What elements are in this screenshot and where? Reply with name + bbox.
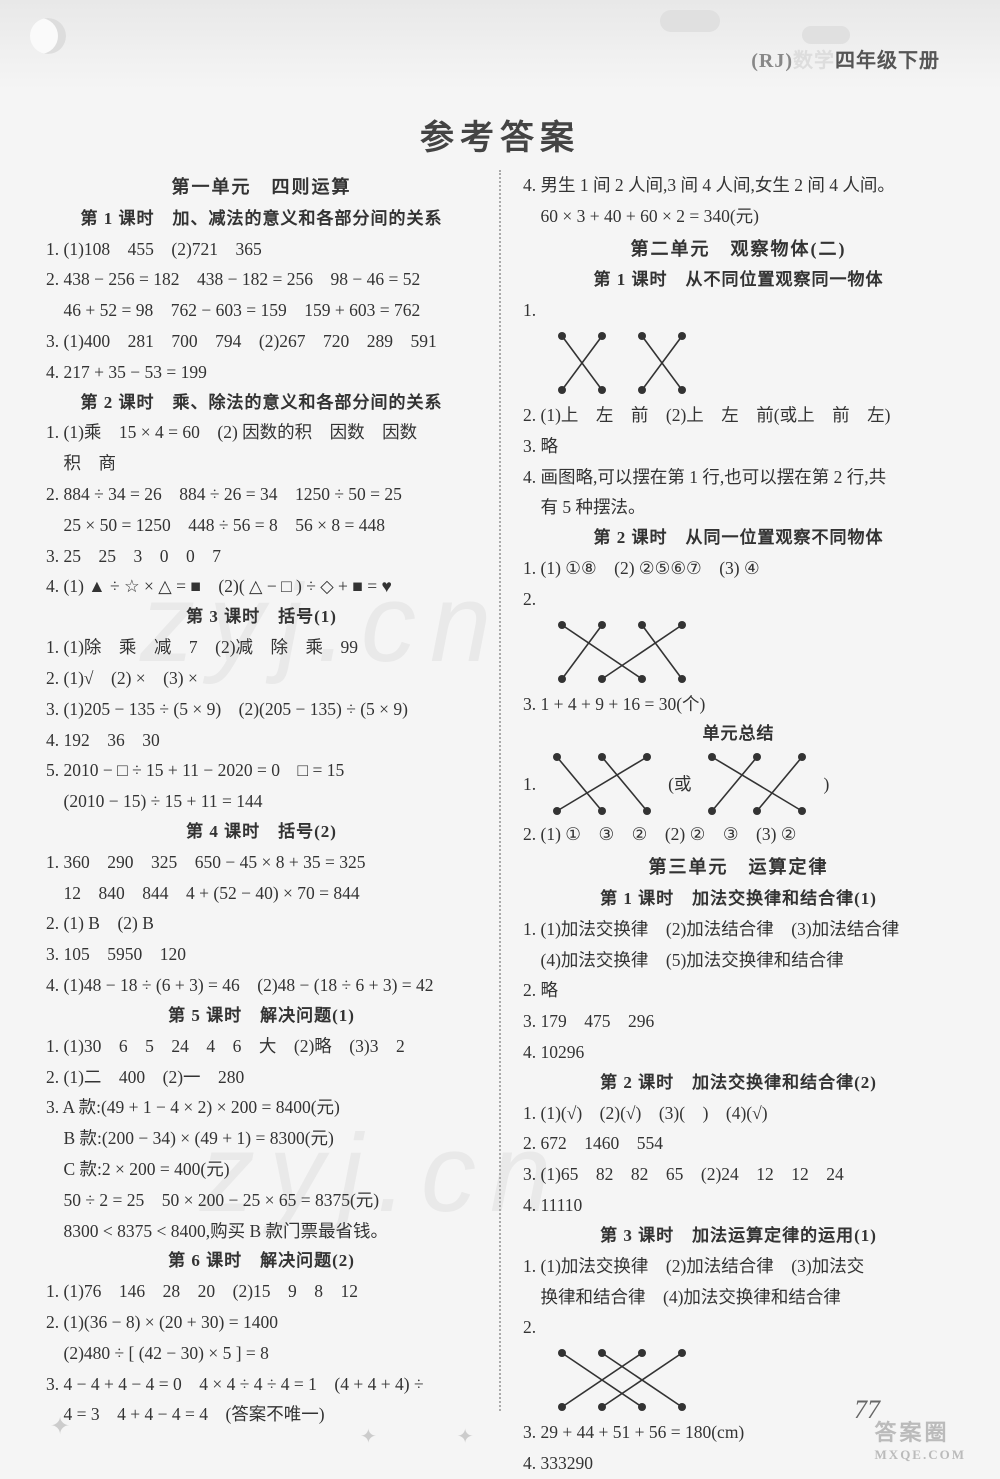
- star-icon: ✦: [50, 1412, 70, 1441]
- matching-diagram: [542, 749, 662, 819]
- answer-line: 8300 < 8375 < 8400,购买 B 款门票最省钱。: [46, 1216, 477, 1247]
- answer-line: 4. 画图略,可以摆在第 1 行,也可以摆在第 2 行,共: [523, 462, 954, 493]
- answer-line: 2. 884 ÷ 34 = 26 884 ÷ 26 = 34 1250 ÷ 50…: [46, 479, 477, 510]
- answer-line: 3. A 款:(49 + 1 − 4 × 2) × 200 = 8400(元): [46, 1092, 477, 1123]
- answer-line: 1. (1)加法交换律 (2)加法结合律 (3)加法结合律: [523, 914, 954, 945]
- lesson-title: 第 6 课时 解决问题(2): [46, 1246, 477, 1276]
- lesson-title: 第 5 课时 解决问题(1): [46, 1001, 477, 1031]
- answer-line: 2. 438 − 256 = 182 438 − 182 = 256 98 − …: [46, 264, 477, 295]
- matching-diagram: [547, 328, 697, 398]
- answer-line: 1. 360 290 325 650 − 45 × 8 + 35 = 325: [46, 847, 477, 878]
- answer-line: B 款:(200 − 34) × (49 + 1) = 8300(元): [46, 1123, 477, 1154]
- answer-line: 12 840 844 4 + (52 − 40) × 70 = 844: [46, 878, 477, 909]
- lesson-title: 第 1 课时 从不同位置观察同一物体: [523, 265, 954, 295]
- answer-line: 3. 105 5950 120: [46, 939, 477, 970]
- answer-line: 1. (1)76 146 28 20 (2)15 9 8 12: [46, 1276, 477, 1307]
- answer-line: 3. (1)65 82 82 65 (2)24 12 12 24: [523, 1159, 954, 1190]
- answer-line: 2. 672 1460 554: [523, 1128, 954, 1159]
- answer-line: 4. 男生 1 间 2 人间,3 间 4 人间,女生 2 间 4 人间。: [523, 170, 954, 201]
- grade-prefix: (RJ): [751, 50, 793, 72]
- answer-line: 3. 25 25 3 0 0 7: [46, 541, 477, 572]
- lesson-title: 第 2 课时 乘、除法的意义和各部分间的关系: [46, 388, 477, 418]
- answer-line: (2010 − 15) ÷ 15 + 11 = 144: [46, 786, 477, 817]
- left-column: 第一单元 四则运算 第 1 课时 加、减法的意义和各部分间的关系 1. (1)1…: [46, 170, 477, 1411]
- column-divider: [499, 170, 501, 1411]
- footer-site-text: MXQE.COM: [875, 1447, 966, 1463]
- page-title: 参考答案: [0, 110, 1000, 159]
- answer-line: 2. (1)(36 − 8) × (20 + 30) = 1400: [46, 1307, 477, 1338]
- answer-line: 25 × 50 = 1250 448 ÷ 56 = 8 56 × 8 = 448: [46, 510, 477, 541]
- answer-line: 2. (1)上 左 前 (2)上 左 前(或上 前 左): [523, 400, 954, 431]
- answer-line: 4. (1) ▲ ÷ ☆ × △ = ■ (2)( △ − □ ) ÷ ◇ + …: [46, 571, 477, 602]
- answer-line: 3. (1)205 − 135 ÷ (5 × 9) (2)(205 − 135)…: [46, 694, 477, 725]
- answer-line: 46 + 52 = 98 762 − 603 = 159 159 + 603 =…: [46, 295, 477, 326]
- sparkle-icon: ✦ ✦: [360, 1420, 504, 1449]
- answer-line: 4. 217 + 35 − 53 = 199: [46, 357, 477, 388]
- lesson-title: 第 4 课时 括号(2): [46, 817, 477, 847]
- unit-title: 第二单元 观察物体(二): [523, 234, 954, 266]
- answer-line: 3. 略: [523, 431, 954, 462]
- cloud-icon: [802, 26, 850, 44]
- answer-line: 3. 179 475 296: [523, 1006, 954, 1037]
- answer-line: 5. 2010 − □ ÷ 15 + 11 − 2020 = 0 □ = 15: [46, 755, 477, 786]
- answer-line: 2. (1) B (2) B: [46, 908, 477, 939]
- answer-line: 3. 4 − 4 + 4 − 4 = 0 4 × 4 ÷ 4 ÷ 4 = 1 (…: [46, 1369, 477, 1400]
- answer-line: 60 × 3 + 40 + 60 × 2 = 340(元): [523, 201, 954, 232]
- answer-line: 有 5 种摆法。: [523, 492, 954, 523]
- answer-line: (4)加法交换律 (5)加法交换律和结合律: [523, 945, 954, 976]
- answer-line: 1. (1)除 乘 减 7 (2)减 除 乘 99: [46, 632, 477, 663]
- lesson-title: 第 2 课时 从同一位置观察不同物体: [523, 523, 954, 553]
- footer-brand-text: 答案圈: [875, 1420, 950, 1445]
- answer-line: 1. (1)加法交换律 (2)加法结合律 (3)加法交: [523, 1251, 954, 1282]
- answer-line: ): [823, 769, 829, 800]
- answer-line: 4. (1)48 − 18 ÷ (6 + 3) = 46 (2)48 − (18…: [46, 970, 477, 1001]
- answer-line: (2)480 ÷ [ (42 − 30) × 5 ] = 8: [46, 1338, 477, 1369]
- lesson-title: 第 2 课时 加法交换律和结合律(2): [523, 1068, 954, 1098]
- answer-line: 1. (1)(√) (2)(√) (3)( ) (4)(√): [523, 1098, 954, 1129]
- answer-line: 3. 1 + 4 + 9 + 16 = 30(个): [523, 689, 954, 720]
- lesson-title: 第 3 课时 加法运算定律的运用(1): [523, 1221, 954, 1251]
- right-column: 4. 男生 1 间 2 人间,3 间 4 人间,女生 2 间 4 人间。 60 …: [523, 170, 954, 1411]
- answer-line: 4. 192 36 30: [46, 725, 477, 756]
- lesson-title: 第 1 课时 加、减法的意义和各部分间的关系: [46, 204, 477, 234]
- matching-diagram: [697, 749, 817, 819]
- unit-title: 第三单元 运算定律: [523, 852, 954, 884]
- answer-line: 2.: [523, 1312, 954, 1343]
- cloud-icon: [660, 10, 720, 32]
- answer-line: 2. (1) ① ③ ② (2) ② ③ (3) ②: [523, 819, 954, 850]
- answer-line: 2. (1)√ (2) × (3) ×: [46, 663, 477, 694]
- moon-icon: [30, 18, 66, 54]
- lesson-title: 单元总结: [523, 719, 954, 749]
- answer-line: 积 商: [46, 448, 477, 479]
- answer-line: 换律和结合律 (4)加法交换律和结合律: [523, 1282, 954, 1313]
- matching-diagram: [547, 1345, 697, 1415]
- content-columns: 第一单元 四则运算 第 1 课时 加、减法的意义和各部分间的关系 1. (1)1…: [46, 170, 954, 1411]
- answer-line: 2. (1)二 400 (2)一 280: [46, 1062, 477, 1093]
- answer-line: C 款:2 × 200 = 400(元): [46, 1154, 477, 1185]
- matching-diagram: [547, 617, 697, 687]
- answer-line: 2.: [523, 584, 954, 615]
- lesson-title: 第 1 课时 加法交换律和结合律(1): [523, 884, 954, 914]
- answer-line: 4. 11110: [523, 1190, 954, 1221]
- answer-line: 1. (1)30 6 5 24 4 6 大 (2)略 (3)3 2: [46, 1031, 477, 1062]
- answer-line: 3. (1)400 281 700 794 (2)267 720 289 591: [46, 326, 477, 357]
- answer-line: 1. (1)108 455 (2)721 365: [46, 234, 477, 265]
- answer-line: 1.: [523, 769, 536, 800]
- answer-line: 2. 略: [523, 975, 954, 1006]
- unit-title: 第一单元 四则运算: [46, 172, 477, 204]
- lesson-title: 第 3 课时 括号(1): [46, 602, 477, 632]
- grade-text: 四年级下册: [835, 50, 940, 72]
- answer-line: 4. 10296: [523, 1037, 954, 1068]
- answer-line: 1. (1) ①⑧ (2) ②⑤⑥⑦ (3) ④: [523, 553, 954, 584]
- answer-row: 1. (或 ): [523, 749, 954, 819]
- answer-line: 50 ÷ 2 = 25 50 × 200 − 25 × 65 = 8375(元): [46, 1185, 477, 1216]
- grade-label: (RJ)数学四年级下册: [751, 44, 940, 73]
- footer-brand: 答案圈 MXQE.COM: [875, 1415, 966, 1463]
- answer-line: 1. (1)乘 15 × 4 = 60 (2) 因数的积 因数 因数: [46, 417, 477, 448]
- answer-line: (或: [668, 769, 691, 800]
- answer-line: 1.: [523, 295, 954, 326]
